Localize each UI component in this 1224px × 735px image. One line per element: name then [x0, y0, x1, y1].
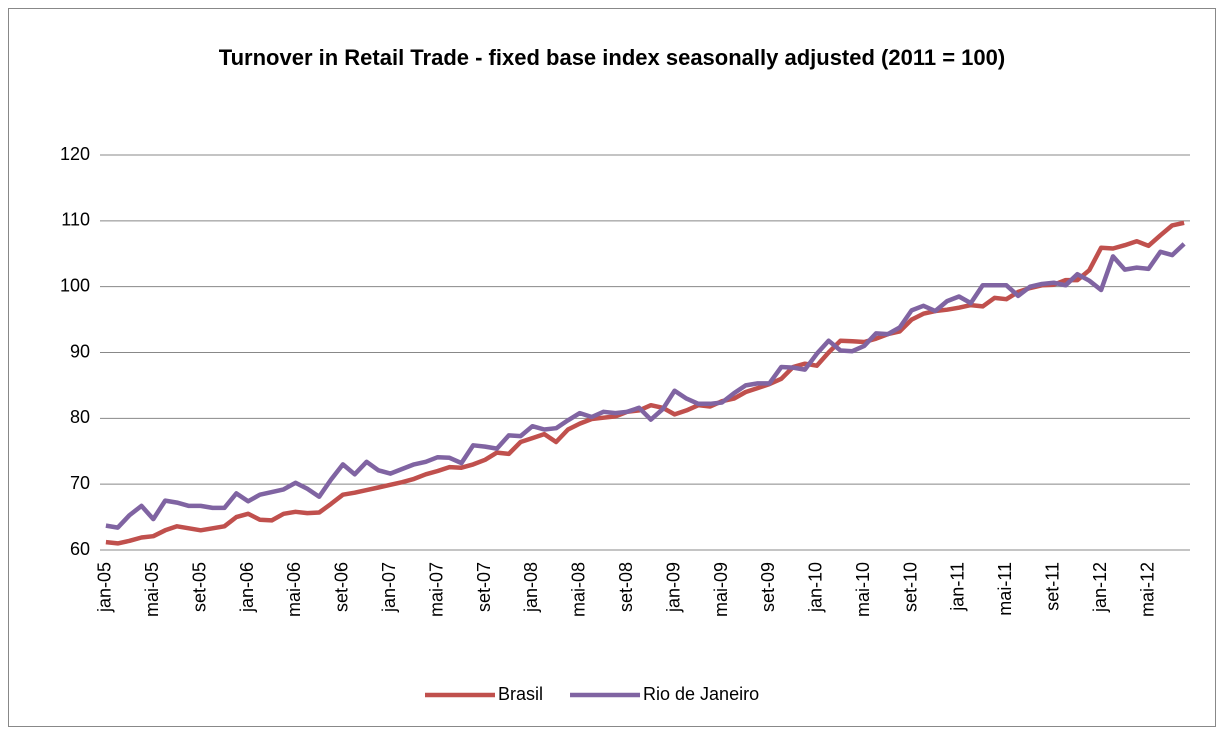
x-tick-label: mai-07	[426, 562, 446, 617]
x-tick-label: jan-05	[95, 562, 115, 613]
x-tick-label: mai-08	[569, 562, 589, 617]
x-tick-label: jan-08	[521, 562, 541, 613]
x-tick-label: set-05	[189, 562, 209, 612]
x-tick-label: set-10	[900, 562, 920, 612]
y-tick-label: 120	[60, 144, 90, 164]
x-tick-label: set-09	[758, 562, 778, 612]
x-tick-label: mai-06	[284, 562, 304, 617]
y-tick-label: 110	[61, 210, 90, 230]
chart-frame	[8, 8, 1216, 727]
x-tick-label: jan-12	[1090, 562, 1110, 613]
series-line	[105, 220, 1185, 546]
x-tick-label: jan-07	[379, 562, 399, 613]
x-tick-label: mai-12	[1137, 562, 1157, 617]
x-tick-label: set-08	[616, 562, 636, 612]
legend-label: Rio de Janeiro	[643, 684, 759, 704]
x-tick-label: jan-11	[948, 562, 968, 612]
x-tick-label: jan-09	[663, 562, 683, 613]
y-tick-label: 70	[70, 473, 90, 493]
x-tick-label: mai-10	[853, 562, 873, 617]
y-tick-label: 60	[70, 539, 90, 559]
y-tick-label: 100	[60, 275, 90, 295]
x-tick-label: set-07	[474, 562, 494, 612]
x-tick-label: mai-05	[142, 562, 162, 617]
x-tick-label: mai-11	[995, 562, 1015, 616]
y-tick-label: 90	[70, 341, 90, 361]
x-tick-label: set-06	[332, 562, 352, 612]
x-tick-label: jan-06	[237, 562, 257, 613]
legend-label: Brasil	[498, 684, 543, 704]
series-line	[105, 242, 1186, 530]
y-tick-label: 80	[70, 407, 90, 427]
chart-title: Turnover in Retail Trade - fixed base in…	[218, 45, 1006, 70]
x-tick-label: jan-10	[806, 562, 826, 613]
x-tick-label: set-11	[1043, 562, 1063, 611]
x-tick-label: mai-09	[711, 562, 731, 617]
